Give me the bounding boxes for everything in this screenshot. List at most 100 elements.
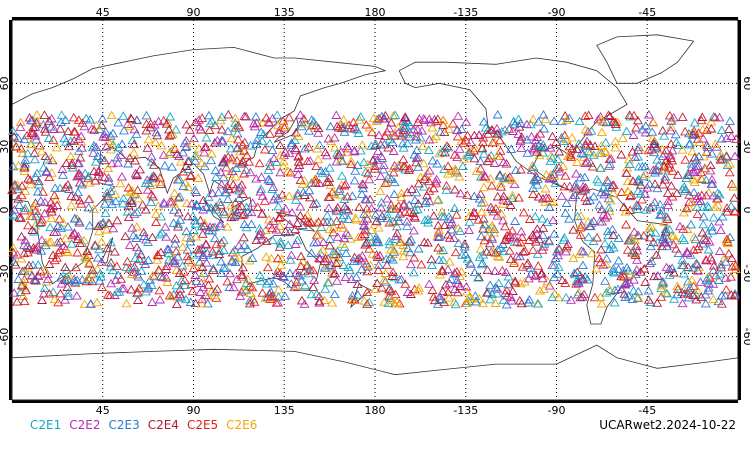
occultation-marker [224,169,235,178]
occultation-marker [479,235,490,245]
occultation-marker [348,295,359,305]
occultation-marker [390,130,400,140]
occultation-marker [27,225,38,234]
occultation-marker [443,161,454,170]
occultation-marker [46,213,57,223]
occultation-marker [226,154,237,164]
x-tick-bottom: 90 [187,404,201,417]
occultation-marker [83,171,94,181]
occultation-marker [448,118,458,128]
occultation-marker [652,237,663,247]
occultation-marker [346,156,357,166]
occultation-marker [218,235,229,245]
occultation-marker [272,110,283,119]
occultation-marker [453,238,464,247]
occultation-marker [92,264,103,273]
occultation-marker [273,284,284,294]
occultation-marker [359,220,370,229]
occultation-marker [37,295,48,304]
occultation-marker [600,276,611,285]
occultation-marker [290,143,301,153]
occultation-marker [59,241,70,250]
occultation-marker [492,110,503,119]
coastline [100,237,114,264]
y-tick-left: 0 [0,207,11,214]
occultation-marker [325,121,336,131]
occultation-marker [322,277,333,287]
occultation-marker [104,218,115,228]
occultation-marker [83,194,94,204]
occultation-marker [606,240,617,249]
occultation-marker [156,140,167,150]
occultation-marker [60,115,71,124]
occultation-marker [55,124,66,133]
x-tick-bottom: -90 [548,404,566,417]
occultation-marker [187,286,198,296]
occultation-marker [573,278,584,287]
occultation-marker [22,148,33,158]
occultation-marker [586,126,597,135]
occultation-marker [218,245,229,254]
occultation-marker [56,117,66,127]
product-stamp: UCARwet2.2024-10-22 [599,418,736,432]
occultation-marker [280,226,291,236]
occultation-marker [550,253,561,263]
y-tick-right: 0 [741,207,750,214]
occultation-marker [181,161,192,170]
occultation-marker [372,278,383,288]
occultation-marker [647,133,658,142]
occultation-marker [722,203,732,212]
occultation-marker [358,216,369,225]
occultation-marker [439,220,450,230]
occultation-marker [257,118,268,127]
occultation-marker [537,230,548,239]
occultation-marker [687,275,697,284]
occultation-marker [574,116,585,126]
occultation-marker [471,166,482,175]
occultation-marker [364,174,375,184]
occultation-marker [220,263,231,273]
occultation-marker [507,286,518,295]
occultation-marker [495,146,506,155]
occultation-marker [311,218,322,227]
occultation-marker [446,225,457,234]
occultation-marker [306,217,317,227]
occultation-marker [538,140,549,149]
occultation-marker [92,297,103,307]
occultation-marker [210,290,220,300]
occultation-marker [66,239,77,248]
occultation-marker [309,275,320,284]
occultation-marker [66,191,77,200]
occultation-marker [485,280,496,289]
occultation-marker [390,110,401,119]
occultation-marker [545,143,556,152]
occultation-marker [339,181,350,190]
occultation-marker [551,137,562,146]
occultation-marker [666,139,677,148]
occultation-marker [485,202,496,211]
occultation-marker [33,176,44,186]
occultation-marker [389,272,400,282]
occultation-marker [405,289,416,298]
occultation-marker [124,153,135,162]
occultation-marker [631,122,642,132]
occultation-marker [506,144,517,153]
occultation-marker [703,285,714,295]
occultation-marker [708,261,719,270]
occultation-marker [632,204,643,213]
occultation-marker [437,286,448,296]
occultation-marker [325,234,336,243]
occultation-marker [171,280,182,290]
occultation-marker [594,253,605,263]
occultation-marker [507,190,518,200]
occultation-marker [267,223,278,233]
occultation-marker [705,165,716,175]
occultation-marker [512,237,523,246]
occultation-marker [80,168,91,178]
occultation-marker [626,234,637,243]
occultation-marker [112,215,123,225]
occultation-marker [561,246,571,256]
occultation-marker [226,200,237,209]
occultation-marker [595,292,606,301]
